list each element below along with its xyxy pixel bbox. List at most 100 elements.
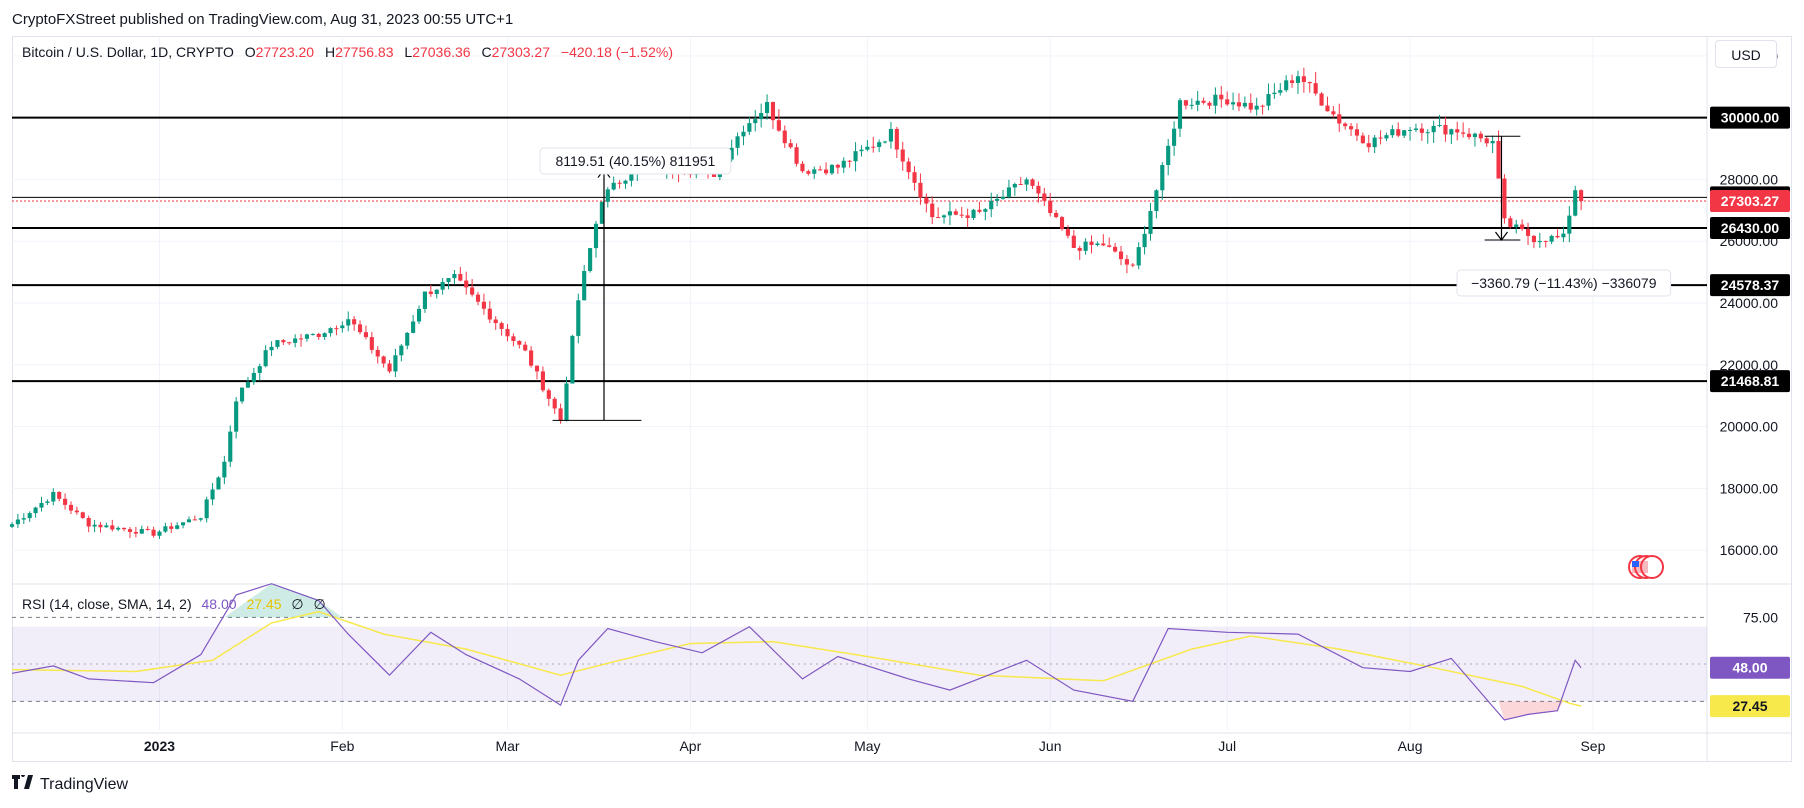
candle-body — [1443, 125, 1448, 135]
candle-body — [1272, 92, 1277, 95]
candle-body — [499, 323, 504, 329]
candle-body — [593, 223, 599, 249]
candle-body — [1148, 211, 1153, 234]
candle-body — [399, 345, 404, 356]
candle-body — [741, 131, 746, 137]
level-price-tag-bg — [1710, 274, 1790, 297]
candle-body — [900, 149, 905, 162]
candle-body — [1348, 126, 1354, 130]
candle-body — [275, 340, 280, 347]
candle-body — [747, 123, 752, 132]
level-price-tag: 26430.00 — [1721, 220, 1780, 236]
candle-body — [1549, 235, 1554, 242]
candle-body — [1278, 90, 1283, 93]
candle-body — [228, 431, 233, 462]
tradingview-logo[interactable]: TradingView — [12, 773, 129, 794]
change-value: −420.18 (−1.52%) — [560, 44, 673, 60]
candle-body — [181, 522, 186, 526]
candle-body — [281, 340, 286, 343]
open-value: 27723.20 — [255, 44, 315, 60]
candle-body — [68, 504, 74, 511]
rsi-na-1: ∅ — [291, 596, 304, 612]
candle-body — [1472, 133, 1478, 138]
measure-arrow-head — [1495, 231, 1508, 242]
candle-body — [776, 120, 781, 131]
candle-body — [1048, 200, 1053, 213]
candle-body — [1331, 111, 1336, 115]
time-axis-label: Jul — [1218, 738, 1236, 754]
level-price-tag: 21468.81 — [1721, 373, 1780, 389]
candle-body — [1455, 129, 1460, 133]
candle-body — [1378, 137, 1383, 139]
candle-body — [735, 136, 740, 148]
candle-body — [841, 160, 846, 168]
candle-body — [983, 209, 988, 212]
level-price-tag: 30000.00 — [1721, 110, 1780, 126]
candle-body — [1071, 235, 1076, 248]
candle-body — [169, 526, 174, 529]
candle-body — [446, 278, 451, 283]
candle-body — [440, 282, 445, 290]
candle-body — [298, 338, 304, 340]
candle-body — [204, 499, 209, 519]
candle-body — [1124, 259, 1129, 265]
us-flag-icon — [1628, 555, 1664, 579]
candle-body — [753, 119, 758, 124]
candle-body — [888, 128, 894, 142]
rsi-overbought-fill — [224, 583, 343, 618]
candle-body — [812, 169, 817, 174]
candle-body — [930, 203, 935, 218]
candle-body — [369, 337, 374, 350]
candle-body — [357, 324, 363, 333]
candle-body — [564, 383, 569, 421]
candle-body — [965, 215, 970, 218]
candle-body — [1360, 135, 1365, 144]
candle-body — [1478, 133, 1483, 139]
candle-body — [45, 501, 50, 503]
candle-body — [1402, 130, 1407, 136]
measure-label: 8119.51 (40.15%) 811951 — [555, 153, 715, 169]
candle-body — [1160, 165, 1165, 191]
candle-body — [1543, 240, 1548, 242]
rsi-value-tag-bg — [1710, 656, 1790, 679]
candle-body — [33, 507, 38, 514]
candle-body — [1166, 145, 1171, 166]
low-label: L — [404, 44, 413, 60]
candle-body — [381, 356, 386, 364]
candle-body — [1054, 212, 1059, 218]
symbol-legend: Bitcoin / U.S. Dollar, 1D, CRYPTO O27723… — [22, 44, 673, 60]
candle-body — [829, 164, 835, 174]
candle-body — [63, 498, 68, 505]
level-price-tag-bg — [1710, 106, 1790, 129]
level-price-tag-bg — [1710, 370, 1790, 393]
candle-body — [464, 280, 469, 288]
candle-body — [835, 164, 840, 168]
tradingview-brand: TradingView — [40, 775, 129, 793]
candle-body — [74, 510, 79, 513]
currency-button[interactable]: USD — [1715, 40, 1777, 68]
candle-body — [104, 525, 109, 528]
price-axis-label: 22000.00 — [1720, 357, 1779, 373]
candle-body — [1466, 133, 1472, 138]
candle-body — [405, 332, 410, 346]
candle-body — [546, 390, 551, 399]
candle-body — [1384, 135, 1389, 139]
candle-body — [1095, 243, 1100, 246]
candle-body — [1177, 100, 1183, 129]
candle-body — [859, 149, 864, 152]
candle-body — [1407, 129, 1413, 131]
candle-body — [475, 294, 481, 302]
candle-body — [1313, 83, 1318, 94]
candle-body — [186, 519, 192, 523]
candle-body — [1425, 132, 1430, 134]
candle-body — [611, 182, 616, 190]
candle-body — [434, 289, 439, 294]
candle-body — [770, 102, 776, 121]
candle-body — [1266, 94, 1271, 106]
chart-frame — [12, 36, 1792, 762]
candle-body — [871, 146, 876, 148]
price-axis-label: 28000.00 — [1720, 171, 1779, 187]
candle-body — [387, 363, 392, 372]
candle-body — [316, 333, 321, 337]
